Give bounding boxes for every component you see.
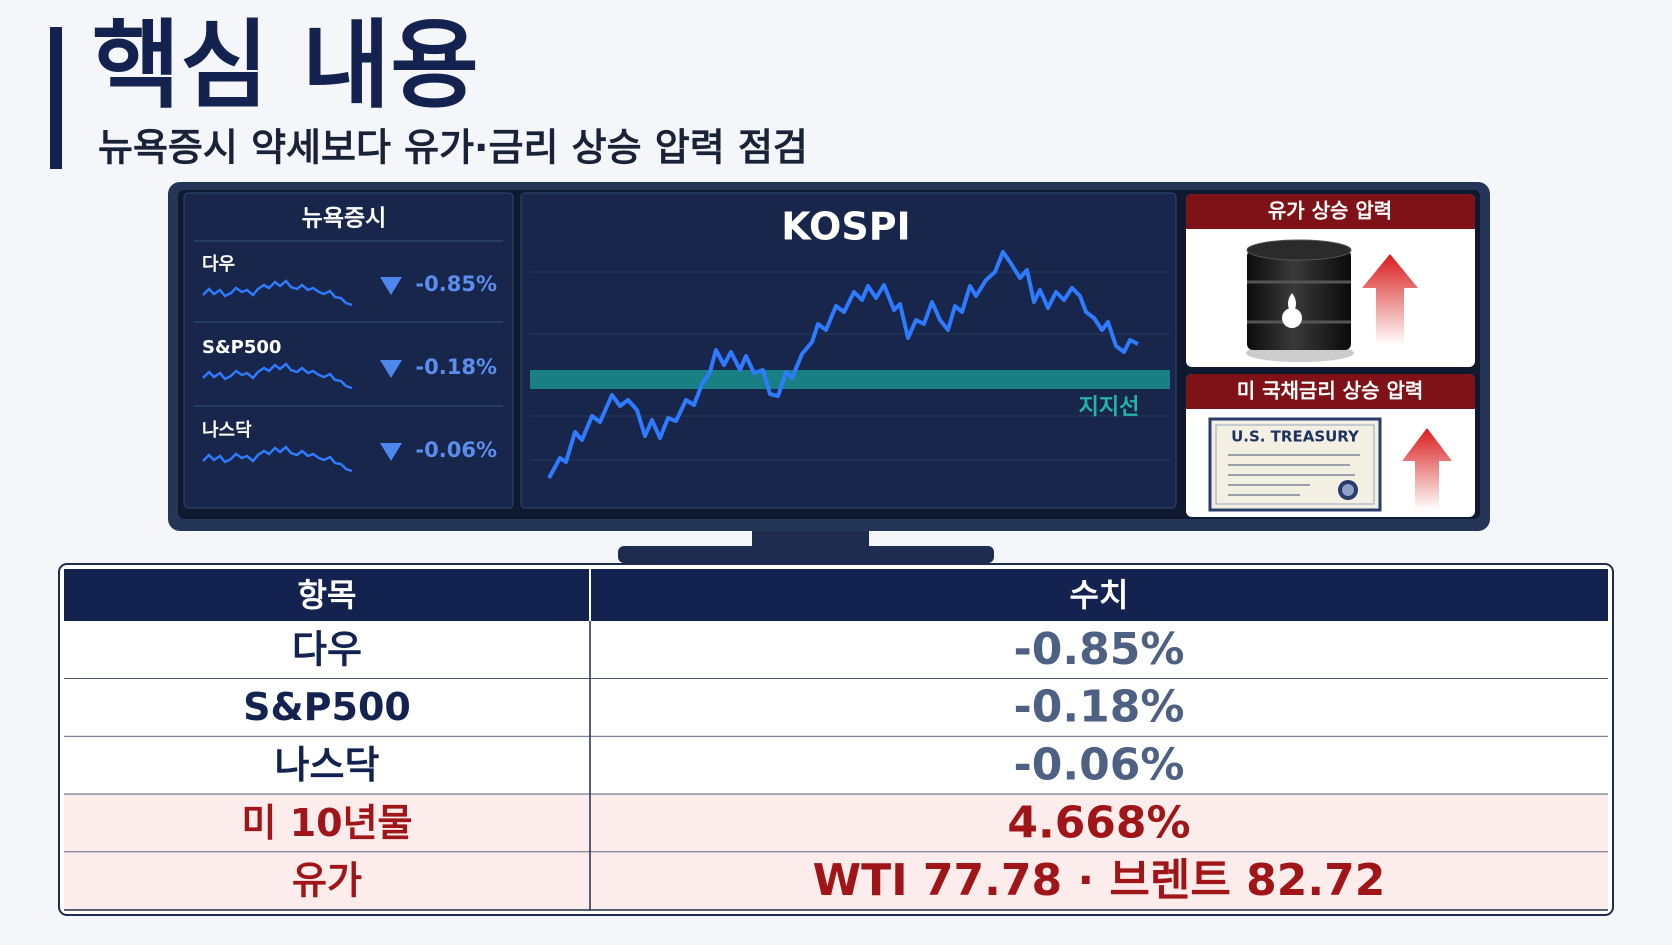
subtitle: 뉴욕증시 약세보다 유가·금리 상승 압력 점검 (98, 126, 808, 170)
title-bar (50, 27, 62, 169)
table-row (64, 852, 1608, 910)
table-row (64, 736, 1608, 795)
monitor-base (618, 546, 994, 563)
table-cell: 4.668% (1007, 797, 1190, 848)
index-name: 다우 (202, 254, 235, 275)
table-cell: -0.06% (1014, 740, 1185, 791)
table-cell: -0.18% (1014, 682, 1185, 733)
table-header-cell: 수치 (1070, 576, 1129, 614)
down-triangle (380, 277, 402, 295)
down-triangle (380, 443, 402, 461)
up-arrow (1362, 254, 1418, 345)
table-row (64, 794, 1608, 853)
table-cell: 다우 (292, 627, 362, 671)
left-panel (183, 192, 514, 509)
panel-header (1186, 194, 1475, 229)
treasury-document (1208, 417, 1382, 512)
index-change: -0.18% (415, 355, 497, 379)
title: 핵심 내용 (92, 9, 479, 121)
index-name: S&P500 (202, 337, 281, 358)
monitor-neck (752, 528, 869, 550)
table-cell: -0.85% (1014, 624, 1185, 675)
index-change: -0.85% (415, 272, 497, 296)
document-label: U.S. TREASURY (1231, 428, 1360, 446)
index-name: 나스닥 (202, 420, 252, 441)
table-cell: 미 10년물 (242, 801, 413, 845)
table-row (64, 621, 1608, 679)
kospi-line (547, 250, 1139, 479)
support-label: 지지선 (1079, 395, 1140, 420)
panel-header (1186, 374, 1475, 409)
kospi-title: KOSPI (781, 205, 910, 249)
support-band (530, 370, 1170, 389)
sparkline (202, 445, 353, 473)
panel-title: 뉴욕증시 (302, 206, 387, 232)
table-cell: 유가 (292, 859, 362, 903)
down-triangle (380, 360, 402, 378)
panel-title: 미 국채금리 상승 압력 (1237, 379, 1424, 403)
table-cell: 나스닥 (275, 743, 380, 787)
index-change: -0.06% (415, 438, 497, 462)
up-arrow (1402, 428, 1452, 510)
grid (530, 271, 1170, 461)
sparkline (202, 362, 353, 390)
sparkline (202, 279, 353, 307)
table-cell: WTI 77.78 · 브렌트 82.72 (813, 855, 1386, 906)
panel-title: 유가 상승 압력 (1268, 199, 1392, 223)
table-header-cell: 항목 (298, 576, 357, 614)
table-cell: S&P500 (243, 685, 411, 729)
oil-barrel (1246, 239, 1354, 362)
table-row (64, 678, 1608, 737)
table-header (64, 569, 1608, 621)
